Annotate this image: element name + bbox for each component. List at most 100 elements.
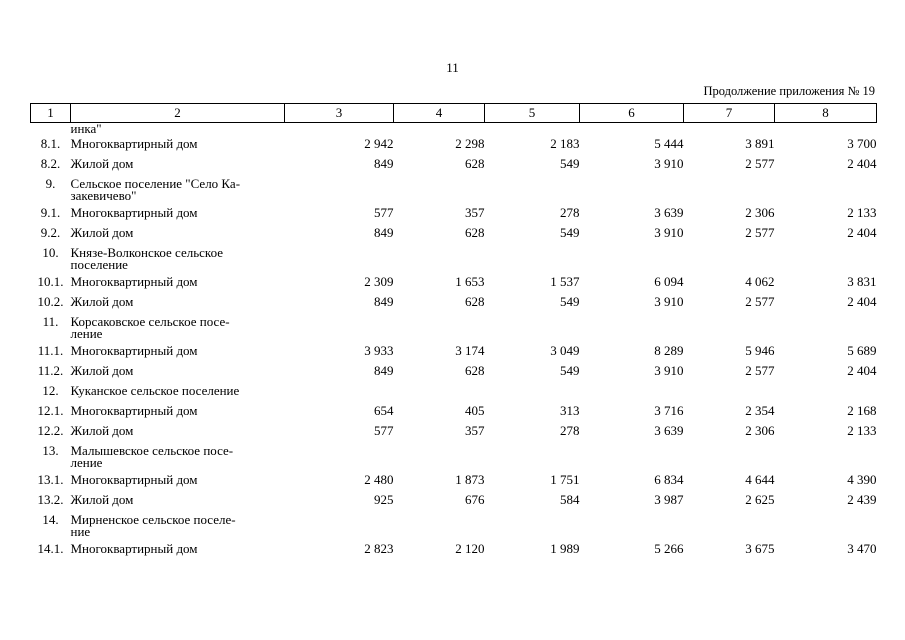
value-col-3: 925 <box>374 492 394 507</box>
value-col-7 <box>684 244 775 273</box>
value-col-5: 584 <box>560 492 580 507</box>
row-number: 13.2. <box>37 492 64 507</box>
row-number: 12.2. <box>37 423 64 438</box>
continuation-text: инка" <box>70 121 102 136</box>
value-col-6: 3 910 <box>654 294 684 309</box>
value-col-4 <box>394 244 485 273</box>
value-col-3: 654 <box>374 403 394 418</box>
value-col-5: 313 <box>560 403 580 418</box>
row-number: 10.2. <box>37 294 64 309</box>
value-col-3 <box>285 442 394 471</box>
value-col-8: 2 404 <box>847 225 877 240</box>
value-col-6: 3 639 <box>654 423 684 438</box>
header-cell-5: 5 <box>484 103 580 123</box>
row-name: Малышевское сельское посе-ление <box>70 443 234 470</box>
row-name: Сельское поселение "Село Ка-закевичево" <box>70 176 241 203</box>
value-col-6: 8 289 <box>654 343 684 358</box>
value-col-6: 5 266 <box>654 541 684 556</box>
value-col-7 <box>684 175 775 204</box>
value-col-7: 2 577 <box>745 294 775 309</box>
value-col-8: 2 168 <box>847 403 877 418</box>
value-col-7 <box>684 442 775 471</box>
value-col-5 <box>485 442 580 471</box>
value-col-6: 6 834 <box>654 472 684 487</box>
row-number: 9. <box>45 176 56 191</box>
value-col-5: 549 <box>560 294 580 309</box>
table-row: 12. Куканское сельское поселение <box>31 382 877 402</box>
value-col-8: 2 404 <box>847 156 877 171</box>
value-col-5: 2 183 <box>550 136 580 151</box>
value-col-7: 2 625 <box>745 492 775 507</box>
value-col-3: 2 309 <box>364 274 394 289</box>
row-name: Многоквартирный дом <box>70 205 198 220</box>
row-name: Жилой дом <box>70 156 134 171</box>
table-row: 8.1. Многоквартирный дом 2 942 2 298 2 183 5 … <box>31 135 877 155</box>
value-col-4: 3 174 <box>455 343 485 358</box>
value-col-8: 2 404 <box>847 294 877 309</box>
row-number: 12.1. <box>37 403 64 418</box>
value-col-4: 357 <box>465 205 485 220</box>
table-row: 8.2. Жилой дом 849 628 549 3 910 2 577 2 404 <box>31 155 877 175</box>
row-number: 14.1. <box>37 541 64 556</box>
row-name: Мирненское сельское поселе-ние <box>70 512 236 539</box>
row-name: Жилой дом <box>70 363 134 378</box>
row-number: 8.1. <box>40 136 61 151</box>
table-row: 14.1. Многоквартирный дом 2 823 2 120 1 989 5… <box>31 540 877 560</box>
value-col-4 <box>394 511 485 540</box>
row-name: Многоквартирный дом <box>70 541 198 556</box>
row-number: 12. <box>42 383 59 398</box>
value-col-7: 3 891 <box>745 136 775 151</box>
value-col-4: 1 873 <box>455 472 485 487</box>
value-col-6: 3 910 <box>654 156 684 171</box>
row-name: Многоквартирный дом <box>70 472 198 487</box>
value-col-6: 5 444 <box>654 136 684 151</box>
value-col-8: 5 689 <box>847 343 877 358</box>
appendix-caption: Продолжение приложения № 19 <box>703 84 875 98</box>
value-col-5: 278 <box>560 423 580 438</box>
value-col-4: 2 120 <box>455 541 485 556</box>
value-col-3: 849 <box>374 156 394 171</box>
value-col-3: 849 <box>374 363 394 378</box>
table-row: 13.2. Жилой дом 925 676 584 3 987 2 625 2 439 <box>31 491 877 511</box>
table-row: 11.2. Жилой дом 849 628 549 3 910 2 577 2 404 <box>31 362 877 382</box>
table-row: 14. Мирненское сельское поселе-ние <box>31 511 877 540</box>
value-col-5: 3 049 <box>550 343 580 358</box>
header-cell-7: 7 <box>683 103 775 123</box>
value-col-3: 849 <box>374 225 394 240</box>
value-col-5: 549 <box>560 363 580 378</box>
value-col-8 <box>775 382 877 402</box>
value-col-7: 5 946 <box>745 343 775 358</box>
value-col-6: 3 639 <box>654 205 684 220</box>
value-col-3 <box>285 313 394 342</box>
value-col-3 <box>285 175 394 204</box>
value-col-7: 4 644 <box>745 472 775 487</box>
value-col-8: 2 439 <box>847 492 877 507</box>
row-name: Жилой дом <box>70 294 134 309</box>
value-col-6: 3 716 <box>654 403 684 418</box>
value-col-3 <box>285 511 394 540</box>
value-col-7: 3 675 <box>745 541 775 556</box>
value-col-6 <box>580 313 684 342</box>
value-col-5: 549 <box>560 156 580 171</box>
header-cell-1: 1 <box>30 103 71 123</box>
value-col-8 <box>775 442 877 471</box>
row-name: Многоквартирный дом <box>70 343 198 358</box>
continuation-row: инка" <box>31 121 877 136</box>
value-col-4: 1 653 <box>455 274 485 289</box>
value-col-8: 3 831 <box>847 274 877 289</box>
value-col-6 <box>580 511 684 540</box>
header-cell-6: 6 <box>579 103 684 123</box>
value-col-7: 2 577 <box>745 156 775 171</box>
table-row: 11.1. Многоквартирный дом 3 933 3 174 3 049 8… <box>31 342 877 362</box>
row-name: Многоквартирный дом <box>70 274 198 289</box>
row-name: Многоквартирный дом <box>70 136 198 151</box>
value-col-8 <box>775 313 877 342</box>
value-col-8 <box>775 244 877 273</box>
value-col-7: 2 354 <box>745 403 775 418</box>
value-col-8: 3 700 <box>847 136 877 151</box>
value-col-6 <box>580 244 684 273</box>
value-col-8 <box>775 511 877 540</box>
value-col-3: 849 <box>374 294 394 309</box>
table-row: 11. Корсаковское сельское посе-ление <box>31 313 877 342</box>
value-col-5 <box>485 313 580 342</box>
